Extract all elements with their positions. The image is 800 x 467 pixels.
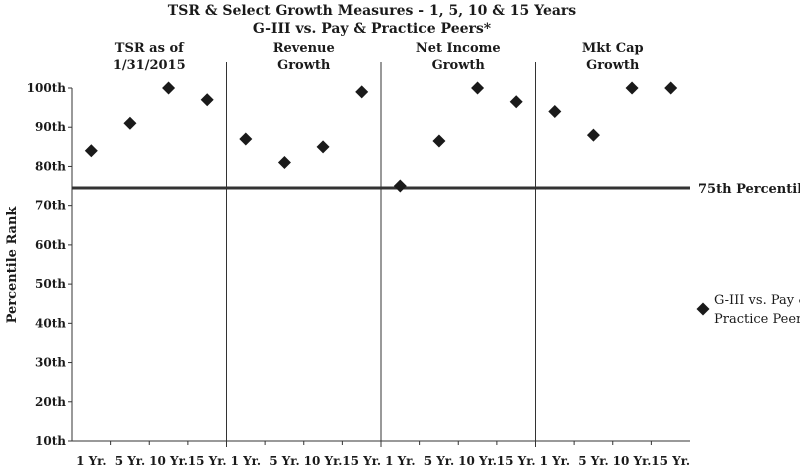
y-tick-labels: 10th 20th 30th 40th 50th 60th 70th 80th 90th 100t… bbox=[27, 81, 67, 448]
x-tick-label: 1 Yr. bbox=[385, 454, 416, 467]
x-tick-label: 10 Yr. bbox=[613, 454, 652, 467]
x-tick-label: 15 Yr. bbox=[651, 454, 690, 467]
x-tick-label: 5 Yr. bbox=[115, 454, 146, 467]
x-tick-label: 1 Yr. bbox=[540, 454, 571, 467]
legend-label-line2: Practice Peers* bbox=[714, 312, 800, 327]
plot-frame bbox=[68, 62, 690, 447]
legend-label-line1: G-III vs. Pay & bbox=[714, 293, 800, 308]
data-point bbox=[239, 132, 253, 146]
x-tick-label: 15 Yr. bbox=[188, 454, 227, 467]
legend: G-III vs. Pay & Practice Peers* bbox=[696, 293, 800, 327]
data-point bbox=[509, 95, 523, 109]
data-point bbox=[432, 134, 446, 148]
data-point bbox=[200, 93, 214, 107]
x-tick-label: 10 Yr. bbox=[458, 454, 497, 467]
data-point bbox=[355, 85, 369, 99]
data-point bbox=[625, 81, 639, 95]
data-point bbox=[277, 156, 291, 170]
x-tick-label: 10 Yr. bbox=[304, 454, 343, 467]
panel-title-line2: Growth bbox=[586, 58, 640, 73]
panel-title-line2: Growth bbox=[277, 58, 331, 73]
y-tick-label: 90th bbox=[35, 120, 66, 134]
panel-title-line2: Growth bbox=[432, 58, 486, 73]
y-tick-label: 70th bbox=[35, 199, 66, 213]
x-tick-label: 10 Yr. bbox=[149, 454, 188, 467]
y-tick-label: 50th bbox=[35, 277, 66, 291]
panel-title-line1: TSR as of bbox=[115, 41, 185, 56]
data-point bbox=[316, 140, 330, 154]
data-point bbox=[586, 128, 600, 142]
data-point bbox=[123, 116, 137, 130]
panel-title-line2: 1/31/2015 bbox=[113, 58, 186, 73]
x-tick-label: 5 Yr. bbox=[269, 454, 300, 467]
data-point bbox=[664, 81, 678, 95]
legend-diamond-icon bbox=[696, 302, 710, 316]
y-tick-label: 20th bbox=[35, 395, 66, 409]
data-point bbox=[471, 81, 485, 95]
chart-title-line2: G-III vs. Pay & Practice Peers* bbox=[253, 21, 492, 37]
y-tick-label: 30th bbox=[35, 356, 66, 370]
x-tick-label: 5 Yr. bbox=[578, 454, 609, 467]
data-point bbox=[162, 81, 176, 95]
x-tick-label: 15 Yr. bbox=[497, 454, 536, 467]
y-axis-label: Percentile Rank bbox=[5, 206, 20, 324]
x-tick-label: 1 Yr. bbox=[76, 454, 107, 467]
panel-title-line1: Mkt Cap bbox=[582, 41, 644, 56]
x-tick-labels: 1 Yr. 5 Yr. 10 Yr. 15 Yr. 1 Yr. 5 Yr. 10 Yr. 15… bbox=[76, 454, 690, 467]
data-points bbox=[84, 81, 678, 193]
y-tick-label: 10th bbox=[35, 434, 66, 448]
x-tick-label: 1 Yr. bbox=[231, 454, 262, 467]
chart-title-line1: TSR & Select Growth Measures - 1, 5, 10 … bbox=[168, 3, 576, 19]
x-tick-label: 15 Yr. bbox=[342, 454, 381, 467]
y-tick-label: 80th bbox=[35, 159, 66, 173]
panel-title-line1: Net Income bbox=[416, 41, 501, 56]
y-tick-label: 60th bbox=[35, 238, 66, 252]
panel-title-line1: Revenue bbox=[273, 41, 335, 56]
panel-titles: TSR as of 1/31/2015 Revenue Growth Net Incom… bbox=[113, 41, 644, 73]
y-tick-label: 100th bbox=[27, 81, 67, 95]
x-tick-label: 5 Yr. bbox=[424, 454, 455, 467]
reference-line-label: 75th Percentile bbox=[698, 182, 800, 197]
data-point bbox=[84, 144, 98, 158]
data-point bbox=[393, 179, 407, 193]
data-point bbox=[548, 105, 562, 119]
y-tick-label: 40th bbox=[35, 316, 66, 330]
